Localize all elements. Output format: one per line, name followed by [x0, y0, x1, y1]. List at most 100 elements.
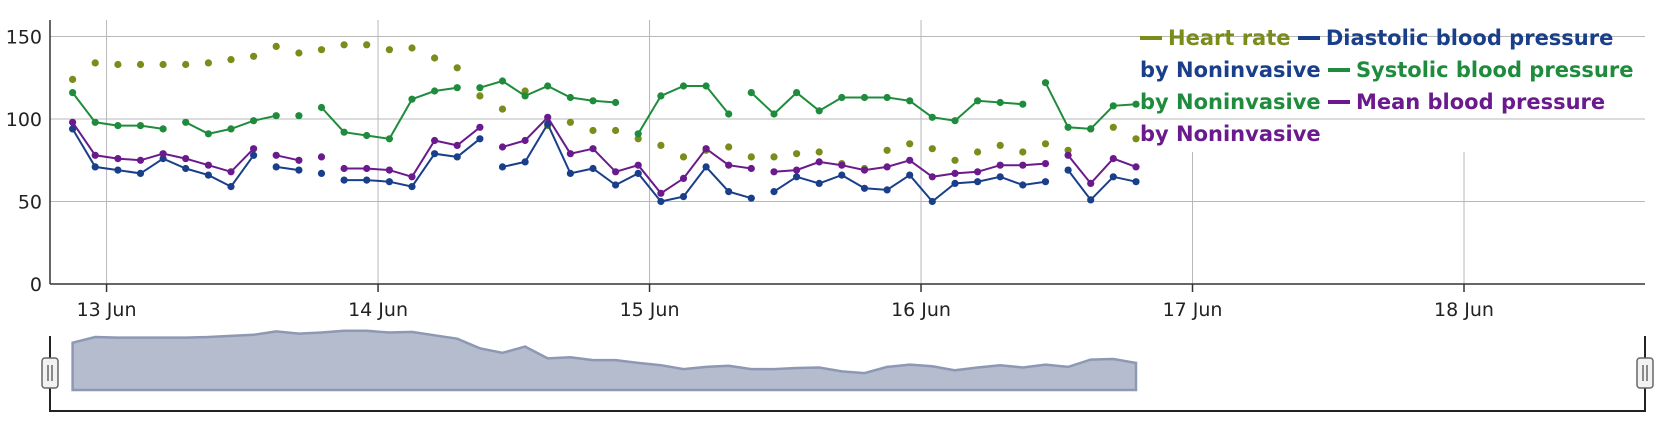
data-point-diastolic [747, 194, 755, 202]
data-point-heart-rate [725, 143, 733, 151]
data-point-mean [295, 156, 303, 164]
data-point-heart-rate [634, 135, 642, 143]
data-point-systolic [114, 122, 122, 130]
data-point-heart-rate [1019, 148, 1027, 156]
series-systolic [69, 77, 1140, 143]
data-point-mean [838, 161, 846, 169]
data-point-diastolic [702, 163, 710, 171]
data-point-systolic [453, 84, 461, 92]
data-point-systolic [408, 95, 416, 103]
data-point-systolic [498, 77, 507, 85]
data-point-mean [250, 145, 258, 153]
data-point-systolic [272, 112, 280, 120]
x-tick-label: 18 Jun [1434, 299, 1494, 321]
data-point-systolic [702, 82, 710, 90]
data-point-heart-rate [996, 141, 1004, 149]
data-point-systolic [838, 93, 846, 102]
data-point-mean [679, 174, 688, 182]
data-point-heart-rate [1041, 140, 1050, 148]
data-point-systolic [951, 117, 959, 125]
data-point-systolic [860, 93, 869, 102]
data-point-systolic [431, 87, 439, 95]
navigator-handle-right[interactable] [1636, 357, 1654, 389]
data-point-diastolic [295, 166, 303, 174]
data-point-heart-rate [1109, 123, 1117, 131]
data-point-mean [657, 189, 665, 197]
data-point-heart-rate [793, 150, 801, 158]
data-point-heart-rate [589, 126, 597, 135]
legend-item-diastolic[interactable]: Diastolic blood pressure by Noninvasive [1140, 26, 1613, 82]
data-point-heart-rate [340, 41, 348, 49]
data-point-systolic [679, 82, 688, 90]
data-point-heart-rate [453, 64, 461, 72]
data-point-heart-rate [747, 153, 755, 161]
data-point-heart-rate [928, 145, 936, 153]
legend-label-systolic: Systolic blood pressure by Noninvasive [1140, 58, 1634, 114]
data-point-systolic [69, 89, 77, 97]
data-point-diastolic [634, 169, 642, 177]
data-point-diastolic [272, 163, 280, 171]
data-point-mean [1041, 160, 1050, 168]
data-point-diastolic [1019, 181, 1027, 189]
data-point-mean [227, 168, 235, 176]
data-point-diastolic [657, 197, 665, 206]
data-point-diastolic [1109, 173, 1117, 181]
data-point-systolic [883, 93, 891, 102]
data-point-mean [69, 118, 77, 126]
x-tick-label: 13 Jun [77, 299, 137, 321]
data-point-mean [385, 166, 393, 174]
data-point-mean [1019, 161, 1027, 169]
data-point-heart-rate [250, 52, 258, 60]
data-point-mean [612, 168, 620, 176]
data-point-diastolic [1064, 166, 1072, 174]
data-point-diastolic [521, 158, 529, 166]
data-point-mean [476, 123, 484, 131]
data-point-mean [702, 145, 710, 153]
data-point-heart-rate [114, 60, 122, 69]
data-point-mean [1109, 155, 1117, 163]
data-point-diastolic [182, 164, 190, 173]
data-point-heart-rate [951, 156, 959, 164]
data-point-mean [114, 155, 122, 163]
data-point-systolic [1132, 100, 1140, 108]
legend: Heart rate Diastolic blood pressure by N… [1140, 22, 1640, 150]
data-point-mean [544, 113, 552, 121]
data-point-heart-rate [204, 59, 212, 67]
data-point-diastolic [770, 188, 778, 196]
data-point-diastolic [453, 153, 461, 161]
data-point-diastolic [1132, 178, 1140, 186]
x-tick-label: 17 Jun [1163, 299, 1223, 321]
data-point-heart-rate [566, 118, 575, 126]
data-point-systolic [317, 103, 326, 112]
data-point-diastolic [136, 169, 145, 177]
data-point-diastolic [476, 135, 484, 143]
data-point-mean [1132, 163, 1140, 171]
y-tick-label: 0 [30, 274, 42, 296]
data-point-mean [1087, 179, 1095, 187]
data-point-heart-rate [974, 148, 982, 156]
data-point-heart-rate [476, 92, 484, 100]
data-point-heart-rate [906, 140, 914, 148]
legend-item-systolic[interactable]: Systolic blood pressure by Noninvasive [1140, 58, 1633, 114]
data-point-systolic [363, 131, 371, 140]
data-point-mean [589, 145, 597, 153]
data-point-mean [974, 168, 982, 176]
legend-item-mean[interactable]: Mean blood pressure by Noninvasive [1140, 90, 1605, 146]
data-point-diastolic [1087, 196, 1095, 204]
data-point-systolic [227, 125, 235, 133]
data-point-mean [634, 161, 642, 169]
series-heart-rate [69, 41, 1140, 173]
data-point-diastolic [725, 188, 733, 196]
legend-label-heart-rate: Heart rate [1168, 26, 1291, 50]
data-point-heart-rate [408, 44, 416, 52]
data-point-systolic [634, 130, 642, 138]
legend-item-heart-rate[interactable]: Heart rate [1140, 26, 1291, 50]
data-point-systolic [1087, 125, 1095, 133]
data-point-mean [136, 156, 145, 164]
data-point-diastolic [498, 163, 507, 171]
navigator-handle-left[interactable] [41, 357, 59, 389]
data-point-mean [159, 150, 167, 158]
data-point-heart-rate [431, 54, 439, 62]
